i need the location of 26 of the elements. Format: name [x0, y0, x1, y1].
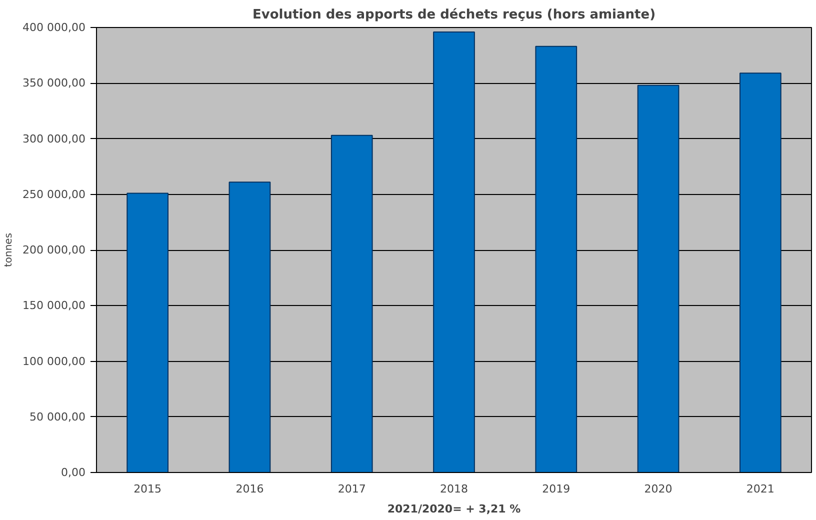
y-tick-label: 0,00 [61, 466, 86, 479]
y-tick-label: 150 000,00 [22, 299, 86, 312]
y-tick-label: 100 000,00 [22, 354, 86, 368]
bar [228, 182, 271, 472]
bar [535, 46, 578, 472]
y-tick-label: 350 000,00 [22, 76, 86, 90]
y-tick-label: 400 000,00 [22, 21, 86, 34]
y-tick-label: 250 000,00 [22, 188, 86, 201]
bar [740, 72, 782, 472]
text: 2021/2020= + 3,21 % [387, 502, 521, 516]
y-tick-label: 300 000,00 [22, 132, 86, 146]
x-tick-label: 2016 [236, 482, 264, 496]
y-tick-label: 50 000,00 [30, 410, 86, 424]
x-tick-label: 2019 [542, 482, 570, 496]
bar [433, 31, 475, 472]
y-tick-label: 200 000,00 [22, 244, 86, 256]
y-axis-title: tonnes [4, 232, 15, 268]
bar [637, 84, 680, 472]
x-tick-label: 2020 [644, 482, 672, 496]
chart-title: Evolution des apports de déchets reçus (hors amiante) [252, 8, 656, 22]
x-tick-label: 2017 [338, 482, 366, 496]
bar [330, 134, 373, 472]
bar [126, 192, 168, 472]
x-tick-label: 2021 [746, 482, 774, 496]
x-tick-label: 2015 [134, 482, 162, 496]
x-tick-label: 2018 [440, 482, 468, 496]
